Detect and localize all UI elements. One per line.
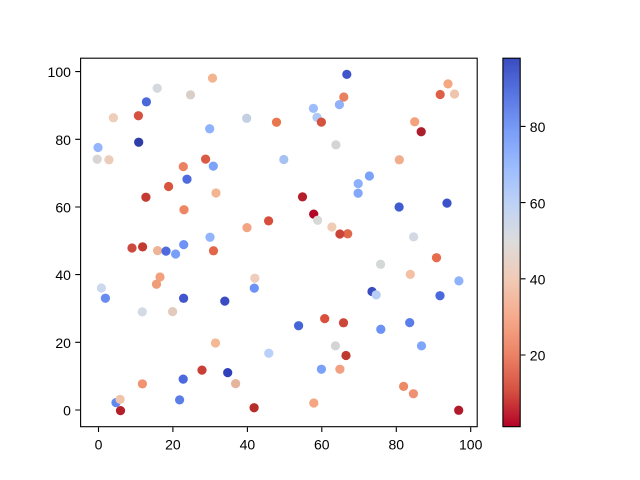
svg-text:20: 20: [530, 348, 546, 364]
svg-text:80: 80: [530, 119, 546, 135]
svg-text:80: 80: [55, 132, 71, 148]
svg-text:40: 40: [240, 436, 256, 452]
svg-text:60: 60: [55, 200, 71, 216]
svg-text:100: 100: [48, 64, 72, 80]
svg-text:20: 20: [165, 436, 181, 452]
svg-text:0: 0: [63, 403, 71, 419]
svg-text:60: 60: [314, 436, 330, 452]
svg-text:60: 60: [530, 195, 546, 211]
svg-text:80: 80: [389, 436, 405, 452]
svg-text:20: 20: [55, 335, 71, 351]
svg-text:0: 0: [95, 436, 103, 452]
svg-text:100: 100: [459, 436, 483, 452]
svg-text:40: 40: [55, 267, 71, 283]
svg-text:40: 40: [530, 272, 546, 288]
